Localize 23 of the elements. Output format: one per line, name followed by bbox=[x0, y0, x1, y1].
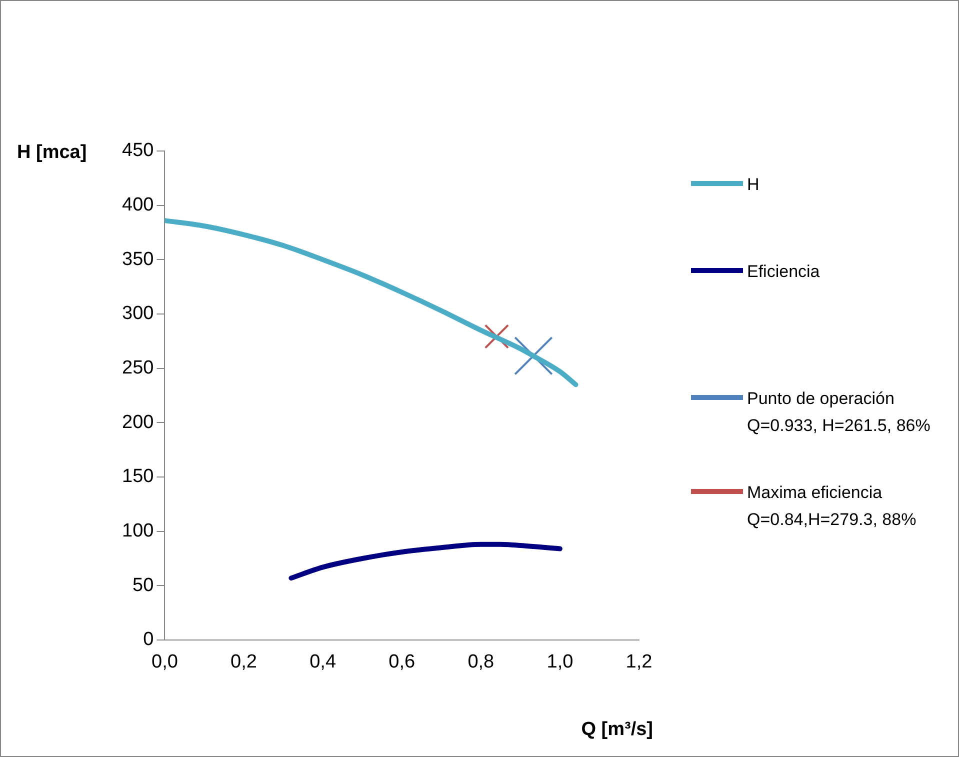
y-axis-title: H [mca] bbox=[17, 142, 87, 164]
x-tick-label: 1,0 bbox=[546, 652, 574, 673]
legend-label: Maxima eficiencia Q=0.84,H=279.3, 88% bbox=[747, 482, 918, 531]
legend-label: H bbox=[747, 174, 760, 196]
x-tick-label: 0,2 bbox=[230, 652, 257, 673]
y-tick-label: 350 bbox=[122, 248, 154, 270]
y-tick-label: 50 bbox=[132, 574, 154, 596]
y-tick-label: 400 bbox=[122, 194, 154, 216]
y-tick-label: 150 bbox=[122, 466, 154, 488]
x-tick-label: 0,0 bbox=[151, 652, 178, 673]
legend-label: Punto de operación Q=0.933, H=261.5, 86% bbox=[747, 388, 932, 437]
x-axis-title: Q [m³/s] bbox=[581, 719, 653, 740]
y-tick-label: 100 bbox=[122, 520, 154, 542]
legend-label: Eficiencia bbox=[747, 261, 820, 283]
y-tick-label: 300 bbox=[122, 303, 154, 324]
y-tick-label: 450 bbox=[122, 140, 154, 162]
x-tick-label: 0,6 bbox=[388, 652, 416, 673]
x-tick-label: 1,2 bbox=[626, 652, 652, 673]
x-tick-label: 0,8 bbox=[468, 652, 494, 673]
x-tick-label: 0,4 bbox=[310, 652, 336, 673]
y-tick-label: 0 bbox=[143, 629, 154, 650]
y-tick-label: 250 bbox=[122, 358, 154, 379]
y-tick-label: 200 bbox=[122, 412, 154, 433]
